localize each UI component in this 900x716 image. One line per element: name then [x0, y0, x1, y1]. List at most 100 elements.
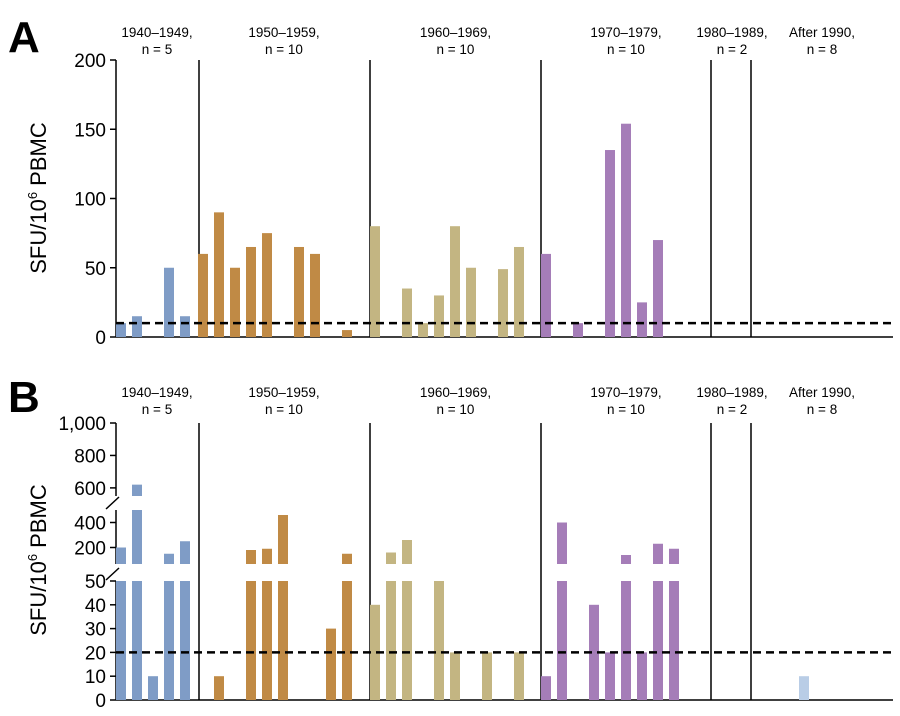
panel-b-group-label: 1970–1979, — [590, 385, 661, 400]
panel-b-group-count: n = 10 — [607, 402, 645, 417]
panel-b-bar — [246, 581, 256, 700]
panel-b-ylabel-tail: PBMC — [26, 484, 51, 554]
panel-b-bar — [370, 604, 380, 700]
panel-a-group-label: After 1990, — [789, 25, 855, 40]
panel-b-bar-upper — [262, 548, 272, 564]
panel-b-bar — [326, 628, 336, 700]
panel-b-ytick-label: 30 — [85, 620, 106, 641]
panel-a-bar — [573, 323, 583, 337]
panel-a-bar — [498, 269, 508, 337]
panel-b-bar — [262, 581, 272, 700]
panel-b-bar — [653, 581, 663, 700]
panel-a-bar — [434, 295, 444, 337]
panel-b-bar — [434, 581, 444, 700]
panel-b-ytick-label: 800 — [74, 446, 106, 467]
panel-b-ytick-label: 20 — [85, 643, 106, 664]
panel-b-group-label: After 1990, — [789, 385, 855, 400]
panel-a-chart: 0 50 100 150 200 SFU/106 PBMC 1940–1949, n = 5 1… — [25, 25, 893, 349]
panel-a-letter: A — [8, 13, 40, 62]
panel-a-bar — [450, 226, 460, 337]
panel-b-bar — [514, 652, 524, 700]
panel-b-bar — [148, 676, 158, 700]
panel-b-bar — [116, 581, 126, 700]
panel-a-bar — [214, 212, 224, 337]
panel-a-ytick-label: 100 — [74, 190, 106, 211]
panel-b-group-count: n = 10 — [437, 402, 475, 417]
panel-b-bar — [214, 676, 224, 700]
panel-b-bar-upper — [342, 553, 352, 564]
panel-a-bar — [637, 302, 647, 337]
panel-b-bar — [621, 581, 631, 700]
panel-b-bar — [402, 581, 412, 700]
panel-a-group-label: 1950–1959, — [248, 25, 319, 40]
panel-a-bar — [132, 316, 142, 337]
panel-b-axis-break-mark — [105, 496, 120, 510]
panel-b-bar-upper — [669, 548, 679, 564]
panel-b-ytick-label: 10 — [85, 667, 106, 688]
panel-b-bar-upper — [164, 553, 174, 564]
panel-b-bar-upper — [653, 543, 663, 564]
panel-b-bar-upper — [386, 552, 396, 564]
panel-a-bar — [514, 246, 524, 337]
panel-a-bar — [180, 316, 190, 337]
panel-a-bar — [116, 323, 126, 337]
panel-a-bar — [310, 253, 320, 337]
panel-a-group-label: 1970–1979, — [590, 25, 661, 40]
panel-a-bar — [653, 240, 663, 337]
panel-a-ytick-label: 200 — [74, 51, 106, 72]
panel-b-axis-break-mark — [105, 567, 120, 581]
panel-a-group-label: 1940–1949, — [121, 25, 192, 40]
panel-b-bar — [541, 676, 551, 700]
panel-a-ytick-label: 150 — [74, 120, 106, 141]
panel-a-group-label: 1960–1969, — [420, 25, 491, 40]
panel-b-group-label: 1980–1989, — [696, 385, 767, 400]
panel-a-ytick-label: 50 — [85, 259, 106, 280]
panel-b-ytick-label: 400 — [74, 514, 106, 535]
panel-a-bar — [342, 330, 352, 337]
panel-a-bar — [294, 246, 304, 337]
panel-b-y-axis-label: SFU/106 PBMC — [25, 484, 51, 636]
panel-b-bar — [278, 581, 288, 700]
panel-a-bar — [541, 253, 551, 337]
panel-a-bar — [198, 253, 208, 337]
panel-b-bar-upper — [278, 515, 288, 564]
panel-a-ylabel-sup: 6 — [25, 192, 40, 199]
panel-a-bar — [370, 226, 380, 337]
panel-b-ylabel-sup: 6 — [25, 554, 40, 561]
panel-b-bar — [589, 604, 599, 700]
panel-b-bar — [637, 652, 647, 700]
panel-b-ytick-label: 40 — [85, 596, 106, 617]
panel-b-group-count: n = 2 — [717, 402, 747, 417]
panel-a-ylabel-tail: PBMC — [26, 122, 51, 192]
panel-b-bar-upper — [621, 555, 631, 564]
panel-b-bar — [669, 581, 679, 700]
panel-b-bar-upper — [557, 522, 567, 564]
panel-a-y-axis-label: SFU/106 PBMC — [25, 122, 51, 274]
panel-b-bar — [799, 676, 809, 700]
panel-a-group-count: n = 10 — [607, 42, 645, 57]
panel-b-ytick-label: 50 — [85, 572, 106, 593]
panel-b-group-label: 1960–1969, — [420, 385, 491, 400]
panel-b-bar — [605, 652, 615, 700]
panel-b-bar-upper — [116, 547, 126, 564]
panel-a-bar — [466, 267, 476, 337]
panel-b-bar — [386, 581, 396, 700]
panel-a-bar — [621, 123, 631, 338]
panel-b-bar — [482, 652, 492, 700]
panel-b-group-count: n = 10 — [265, 402, 303, 417]
panel-a-bar — [246, 246, 256, 337]
panel-b-bar — [450, 652, 460, 700]
panel-a-bar — [605, 150, 615, 337]
panel-a-group-count: n = 10 — [437, 42, 475, 57]
panel-b-group-count: n = 8 — [807, 402, 837, 417]
panel-b-bar — [557, 581, 567, 700]
panel-b-bar — [164, 581, 174, 700]
panel-a-group-count: n = 8 — [807, 42, 837, 57]
panel-b-group-label: 1940–1949, — [121, 385, 192, 400]
panel-a-group-count: n = 5 — [142, 42, 172, 57]
panel-b-bar — [132, 581, 142, 700]
panel-a-bar — [418, 323, 428, 337]
panel-b-ytick-label: 600 — [74, 479, 106, 500]
panel-b-ytick-label: 0 — [95, 691, 106, 712]
